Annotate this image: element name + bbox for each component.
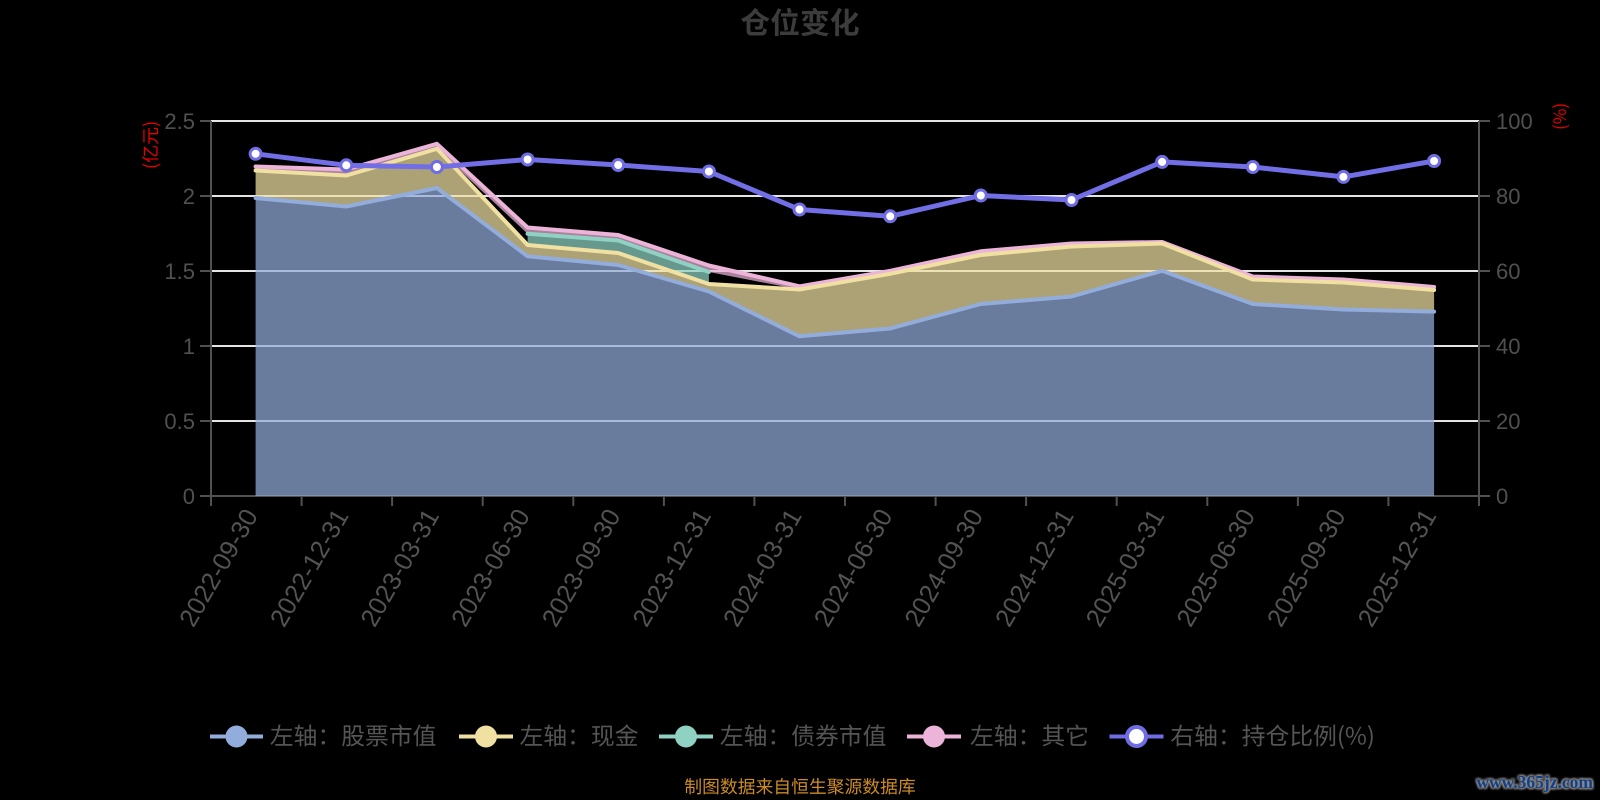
- svg-text:2024-06-30: 2024-06-30: [809, 505, 898, 632]
- svg-text:100: 100: [1496, 109, 1533, 134]
- svg-text:2023-12-31: 2023-12-31: [628, 505, 717, 632]
- svg-text:60: 60: [1496, 259, 1520, 284]
- svg-text:40: 40: [1496, 334, 1520, 359]
- svg-text:2023-09-30: 2023-09-30: [537, 505, 626, 632]
- svg-text:2025-03-31: 2025-03-31: [1081, 505, 1170, 632]
- svg-text:2025-06-30: 2025-06-30: [1172, 505, 1261, 632]
- svg-text:2024-12-31: 2024-12-31: [990, 505, 1079, 632]
- svg-text:0: 0: [183, 484, 195, 509]
- svg-text:0: 0: [1496, 484, 1508, 509]
- svg-text:2025-12-31: 2025-12-31: [1353, 505, 1442, 632]
- svg-text:1: 1: [183, 334, 195, 359]
- svg-text:80: 80: [1496, 184, 1520, 209]
- svg-text:2: 2: [183, 184, 195, 209]
- svg-text:2022-12-31: 2022-12-31: [265, 505, 354, 632]
- svg-text:2.5: 2.5: [164, 109, 195, 134]
- svg-text:1.5: 1.5: [164, 259, 195, 284]
- svg-text:2024-09-30: 2024-09-30: [900, 505, 989, 632]
- svg-text:20: 20: [1496, 409, 1520, 434]
- svg-text:2023-03-31: 2023-03-31: [356, 505, 445, 632]
- svg-text:2025-09-30: 2025-09-30: [1262, 505, 1351, 632]
- svg-text:2024-03-31: 2024-03-31: [718, 505, 807, 632]
- svg-text:0.5: 0.5: [164, 409, 195, 434]
- svg-text:2023-06-30: 2023-06-30: [446, 505, 535, 632]
- svg-text:2022-09-30: 2022-09-30: [174, 505, 263, 632]
